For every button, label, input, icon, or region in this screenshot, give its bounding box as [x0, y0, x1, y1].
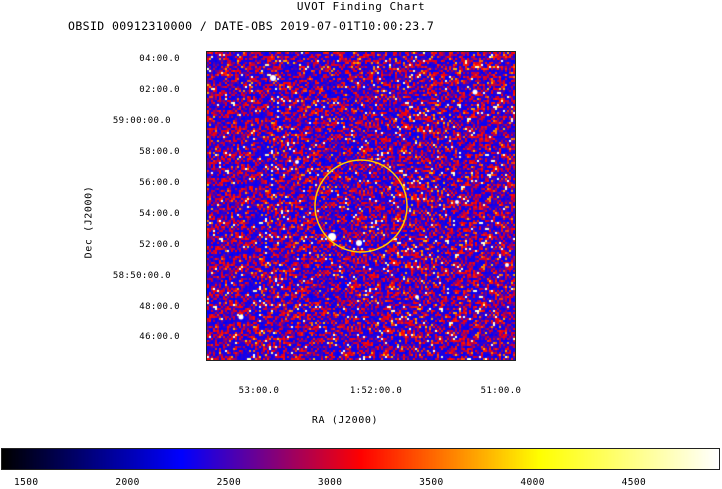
y-tick-label: 04:00.0: [139, 54, 180, 64]
chart-title: UVOT Finding Chart: [296, 0, 426, 13]
y-tick-label: 48:00.0: [139, 302, 180, 312]
x-tick-label: 53:00.0: [238, 386, 280, 396]
chart-subtitle: OBSID 00912310000 / DATE-OBS 2019-07-01T…: [68, 19, 435, 33]
annotation-overlay: [314, 159, 408, 253]
x-tick-label: 51:00.0: [480, 386, 522, 396]
y-tick-label: 54:00.0: [139, 209, 180, 219]
sky-image: [206, 51, 516, 361]
y-tick-label: 59:00:00.0: [112, 116, 171, 126]
colorbar-tick-label: 1500: [14, 477, 39, 488]
colorbar-tick-label: 4000: [520, 477, 545, 488]
y-tick-label: 02:00.0: [139, 85, 180, 95]
colorbar-tick-label: 2000: [115, 477, 140, 488]
y-axis-label: Dec (J2000): [83, 185, 95, 259]
colorbar-tick-label: 2500: [216, 477, 242, 488]
y-tick-label: 46:00.0: [139, 332, 180, 342]
y-tick-label: 58:50:00.0: [112, 271, 171, 281]
colorbar: [1, 448, 720, 470]
sky-image-canvas: [207, 52, 515, 360]
colorbar-tick-label: 3500: [419, 477, 444, 488]
x-tick-label: 1:52:00.0: [349, 386, 403, 396]
y-tick-label: 52:00.0: [139, 240, 180, 250]
colorbar-gradient: [2, 449, 719, 469]
colorbar-tick-label: 4500: [621, 477, 647, 488]
y-tick-label: 58:00.0: [139, 147, 180, 157]
colorbar-tick-label: 3000: [317, 477, 343, 488]
y-tick-label: 56:00.0: [139, 178, 180, 188]
x-axis-label: RA (J2000): [311, 415, 379, 426]
source-region-circle: [314, 159, 408, 253]
